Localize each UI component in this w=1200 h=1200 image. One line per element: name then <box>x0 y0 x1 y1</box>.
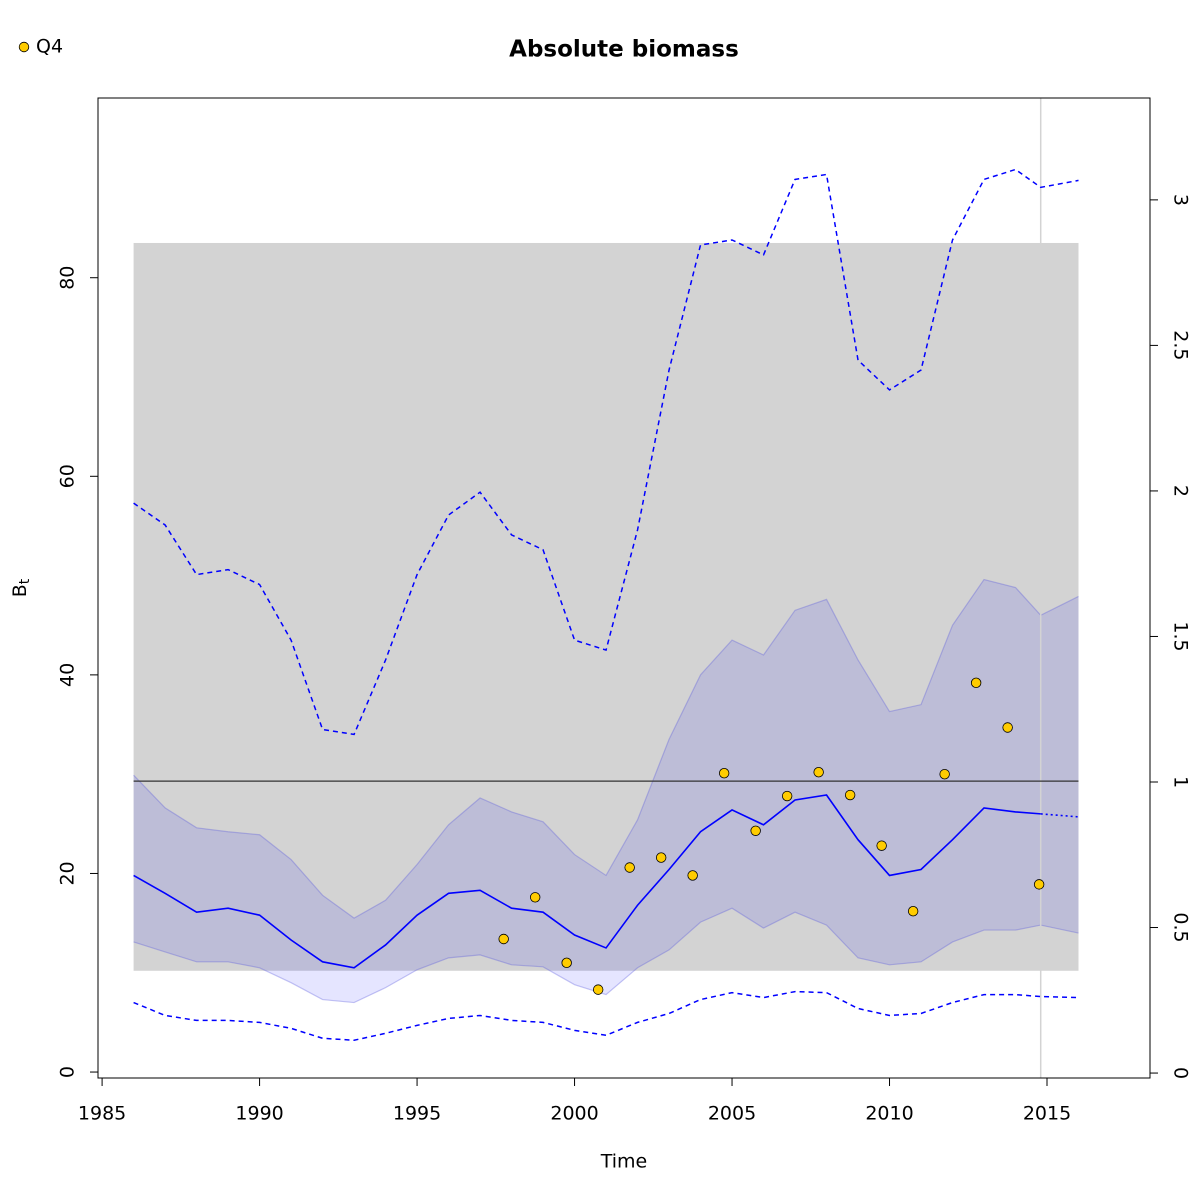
data-point <box>529 892 541 903</box>
data-point <box>1033 879 1045 890</box>
y-tick-label: 80 <box>57 266 79 290</box>
x-tick-label: 2000 <box>550 1103 598 1125</box>
y2-tick-label: 0.5 <box>1170 912 1192 942</box>
y-tick-label: 60 <box>57 464 79 488</box>
x-tick-label: 1995 <box>393 1103 441 1125</box>
data-point <box>718 767 730 779</box>
data-point <box>876 840 887 851</box>
y-tick-label: 40 <box>57 663 79 687</box>
lower-ci-line <box>133 990 1079 1042</box>
data-point <box>592 984 604 995</box>
x-axis-label: Time <box>600 1151 648 1173</box>
y2-tick-label: 1.5 <box>1170 621 1192 651</box>
data-point <box>624 862 635 873</box>
x-tick-label: 2015 <box>1023 1103 1071 1125</box>
x-tick-label: 2010 <box>865 1103 913 1125</box>
y-axis-label-main: B <box>9 584 31 597</box>
legend-marker <box>18 41 30 53</box>
x-tick-label: 1990 <box>235 1103 283 1125</box>
legend-label: Q4 <box>36 36 63 58</box>
x-tick-label: 2005 <box>708 1103 756 1125</box>
y2-tick-label: 2.5 <box>1170 330 1192 360</box>
data-point <box>655 852 667 863</box>
forecast-line <box>1040 813 1079 818</box>
shaded-region <box>133 242 1079 971</box>
upper-ci-line <box>133 168 1079 736</box>
estimate-line <box>133 794 1041 969</box>
data-point <box>750 825 761 836</box>
data-point <box>907 905 919 917</box>
data-point <box>813 766 824 778</box>
band-upper-edge <box>133 578 1079 919</box>
y-axis-label: Bt <box>9 578 34 597</box>
data-point <box>1002 722 1013 733</box>
y-tick-label: 0 <box>57 1066 79 1078</box>
y2-tick-label: 2 <box>1170 485 1192 497</box>
x-tick-label: 1985 <box>78 1103 126 1125</box>
y-axis-label-sub: t <box>17 578 33 584</box>
data-point <box>687 870 698 881</box>
y2-tick-label: 1 <box>1170 776 1192 788</box>
chart-title: Absolute biomass <box>509 37 739 63</box>
data-point <box>561 957 572 969</box>
y-tick-label: 20 <box>57 861 79 885</box>
data-point <box>498 933 509 945</box>
data-point <box>781 790 793 802</box>
confidence-band <box>133 579 1079 1003</box>
y2-tick-label: 3 <box>1170 194 1192 206</box>
data-point <box>970 677 982 689</box>
y2-tick-label: 0 <box>1170 1067 1192 1079</box>
data-point <box>939 768 950 780</box>
data-point <box>844 789 856 801</box>
band-lower-edge <box>133 907 1079 1004</box>
